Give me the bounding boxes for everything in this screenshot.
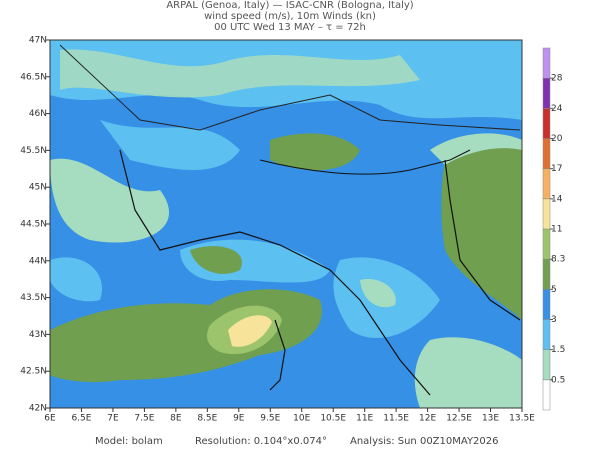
colorbar-segment [542,349,551,381]
x-tick-label: 9.5E [260,414,280,424]
title-line: 00 UTC Wed 13 MAY – τ = 72h [214,22,366,33]
colorbar-segment [542,168,551,200]
colorbar-segment [542,289,551,320]
x-tick-label: 7.5E [134,414,154,424]
y-tick-label: 47N [29,36,47,46]
x-tick-label: 8E [170,414,182,424]
title-line: ARPAL (Genoa, Italy) — ISAC-CNR (Bologna… [166,0,413,11]
footer-resolution: Resolution: 0.104°x0.074° [195,436,327,447]
colorbar-segment [542,228,551,260]
x-tick-label: 10.5E [320,414,346,424]
y-tick-label: 43N [29,330,47,340]
y-tick-label: 45N [29,183,47,193]
x-tick-label: 11.5E [383,414,409,424]
y-tick-label: 43.5N [20,293,47,303]
colorbar-segment [542,47,551,79]
x-tick-label: 13E [482,414,499,424]
x-tick-label: 10E [293,414,310,424]
title-line: wind speed (m/s), 10m Winds (kn) [204,11,376,22]
colorbar-segment [542,258,551,290]
colorbar-label: 17 [551,164,562,174]
x-tick-label: 12E [419,414,436,424]
x-tick-label: 12.5E [446,414,472,424]
y-tick-label: 45.5N [20,146,47,156]
x-tick-label: 9E [233,414,245,424]
colorbar-label: 0.5 [551,375,565,385]
colorbar-label: 24 [551,104,563,114]
colorbar-label: 1.5 [551,345,565,355]
y-tick-label: 44.5N [20,220,47,230]
footer-model: Model: bolam [95,436,163,447]
colorbar-segment [542,319,551,350]
x-tick-label: 7E [107,414,119,424]
x-tick-label: 13.5E [509,414,535,424]
colorbar-label: 5 [551,285,557,295]
x-tick-label: 6E [44,414,56,424]
colorbar-label: 3 [551,315,557,325]
colorbar-segment [542,138,551,169]
y-tick-label: 42N [29,404,47,414]
colorbar-label: 28 [551,74,563,84]
colorbar-label: 11 [551,225,562,235]
x-tick-label: 11E [356,414,373,424]
colorbar-segment [542,198,551,230]
colorbar: 0.5 1.5 3 5 8.3 11 14 17 20 24 28 [542,47,565,411]
y-tick-label: 44N [29,256,47,266]
colorbar-label: 14 [551,194,563,204]
map-axes: 6E 6.5E 7E 7.5E 8E 8.5E 9E 9.5E 10E 10.5E 11E 11.5E… [20,36,535,424]
colorbar-segment [542,379,551,411]
y-tick-label: 46N [29,109,47,119]
footer-analysis: Analysis: Sun 00Z10MAY2026 [350,436,499,447]
colorbar-segment [542,108,551,139]
colorbar-segment [542,77,551,109]
x-tick-label: 6.5E [71,414,91,424]
y-tick-label: 42.5N [20,367,47,377]
colorbar-label: 8.3 [551,255,565,265]
colorbar-label: 20 [551,134,563,144]
map-field [49,39,523,409]
y-tick-label: 46.5N [20,72,47,82]
x-tick-label: 8.5E [197,414,217,424]
